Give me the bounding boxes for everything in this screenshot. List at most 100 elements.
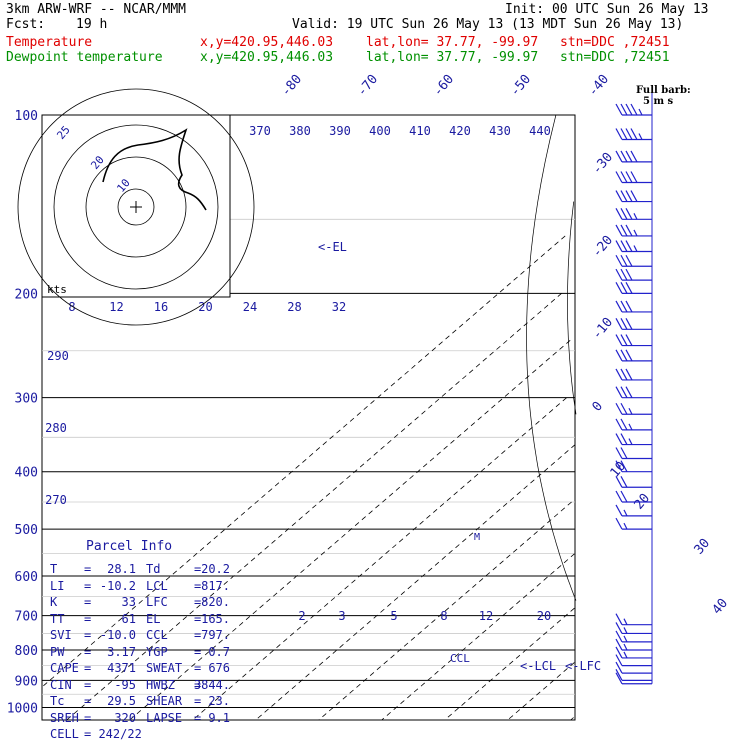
hodo-speed-label-12: 12: [109, 300, 123, 314]
theta-label-410: 410: [409, 124, 431, 138]
parcel-value: 320: [114, 710, 136, 725]
wind-barb-flag: [625, 268, 633, 281]
wind-barb: [615, 282, 652, 294]
parcel-value2: 23.: [208, 694, 230, 708]
wind-barb-flag: [615, 103, 623, 116]
wind-barb-flag: [615, 460, 623, 472]
wind-barb-flag: [620, 240, 628, 252]
parcel-key2: LAPSE: [146, 710, 183, 725]
wind-barb-flag: [615, 300, 623, 313]
wind-barb-flag: [615, 661, 623, 674]
wind-barb-flag: [625, 103, 633, 116]
wind-barb: [615, 418, 652, 431]
parcel-eq: =: [84, 628, 92, 642]
wind-barb-flag: [625, 171, 633, 183]
wind-barb-flag: [620, 318, 628, 330]
wind-barb-flag: [620, 224, 628, 237]
isotherm-label--10: -10: [590, 315, 617, 343]
parcel-key: T: [50, 562, 58, 576]
wind-barb-flag: [625, 240, 633, 252]
mixing-ratio-label-8: 8: [440, 609, 447, 623]
wind-barb-flag: [620, 349, 628, 362]
parcel-eq2: =: [194, 644, 202, 659]
wind-barb-half: [623, 627, 628, 634]
pressure-label-300: 300: [15, 392, 38, 407]
wind-barb-half: [628, 438, 633, 445]
wind-barb-flag: [615, 475, 623, 488]
wind-barb: [615, 103, 652, 116]
fcst-value: 19 h: [76, 17, 108, 32]
parcel-key: K: [50, 595, 58, 609]
parcel-key: Tc: [50, 694, 65, 708]
wind-barb: [615, 402, 652, 415]
wind-barb: [615, 672, 652, 685]
theta-label-270: 270: [45, 493, 67, 507]
wind-barb-half: [638, 133, 643, 140]
theta-label-370: 370: [249, 124, 271, 138]
mixing-ratio-label-2: 2: [298, 609, 305, 623]
wind-barb: [615, 669, 652, 681]
wind-barb-flag: [615, 368, 623, 381]
isotherm-label--80: -80: [279, 72, 306, 100]
wind-barb-flag: [625, 150, 633, 163]
isotherm-line: [570, 717, 574, 721]
parcel-eq2: =: [194, 694, 202, 708]
wind-barb-flag: [615, 613, 623, 625]
parcel-eq: =: [84, 710, 92, 725]
wind-barb-half: [633, 229, 638, 237]
parcel-key: SVI: [50, 628, 72, 642]
wind-barb-flag: [620, 300, 628, 313]
parcel-eq2: =: [194, 611, 202, 626]
parcel-value: = 242/22: [84, 727, 142, 741]
wind-barb: [615, 517, 652, 530]
wind-barb-flag: [615, 630, 623, 643]
isotherm-label-30: 30: [692, 536, 714, 558]
wind-barb-flag: [615, 433, 623, 445]
wind-barb-flag: [620, 282, 628, 294]
wind-barb-flag: [615, 150, 623, 163]
wind-barb: [615, 318, 652, 330]
parcel-key2: LFC: [146, 595, 168, 609]
wind-barb: [615, 504, 652, 517]
isotherm-line: [66, 292, 562, 721]
pressure-label-900: 900: [15, 674, 38, 689]
wind-barb-flag: [615, 517, 623, 530]
wind-barb-flag: [615, 208, 623, 220]
parcel-eq2: =: [194, 578, 202, 593]
wind-barb: [615, 190, 652, 203]
pressure-label-100: 100: [15, 109, 38, 124]
pressure-label-800: 800: [15, 644, 38, 659]
parcel-value2: 820.: [201, 595, 230, 609]
dry-adiabat: [526, 114, 577, 601]
parcel-value: -10.0: [99, 628, 136, 642]
parcel-eq: =: [84, 578, 92, 593]
wind-barb-flag: [625, 368, 633, 381]
parcel-key2: CCL: [146, 628, 168, 642]
wind-barb: [615, 475, 652, 488]
hodograph-ring: [117, 188, 155, 226]
hodo-speed-label-20: 20: [198, 300, 212, 314]
wind-barb: [615, 224, 652, 237]
parcel-key2: EL: [146, 611, 161, 626]
parcel-eq2: =: [194, 710, 202, 725]
wind-barb-flag: [620, 433, 628, 445]
parcel-key2: Td: [146, 562, 161, 576]
isotherm-line: [129, 339, 571, 721]
wind-barb-flag: [620, 418, 628, 431]
wind-barb-flag: [630, 128, 638, 140]
wind-barb-flag: [615, 669, 623, 681]
wind-barb-half: [623, 618, 628, 625]
theta-label-430: 430: [489, 124, 511, 138]
parcel-value: 3.17: [107, 644, 136, 659]
wind-barb: [615, 268, 652, 281]
wind-barb-flag: [620, 490, 628, 503]
parcel-eq2: =: [194, 562, 202, 576]
wind-barb: [615, 447, 652, 460]
lcl-label: <-LCL: [520, 659, 556, 673]
full-barb-unit: 5 m s: [643, 96, 674, 107]
parcel-eq: =: [84, 661, 92, 675]
wind-barb-flag: [620, 447, 628, 459]
parcel-value2: 817.: [201, 578, 230, 593]
isotherm-line: [255, 444, 576, 721]
